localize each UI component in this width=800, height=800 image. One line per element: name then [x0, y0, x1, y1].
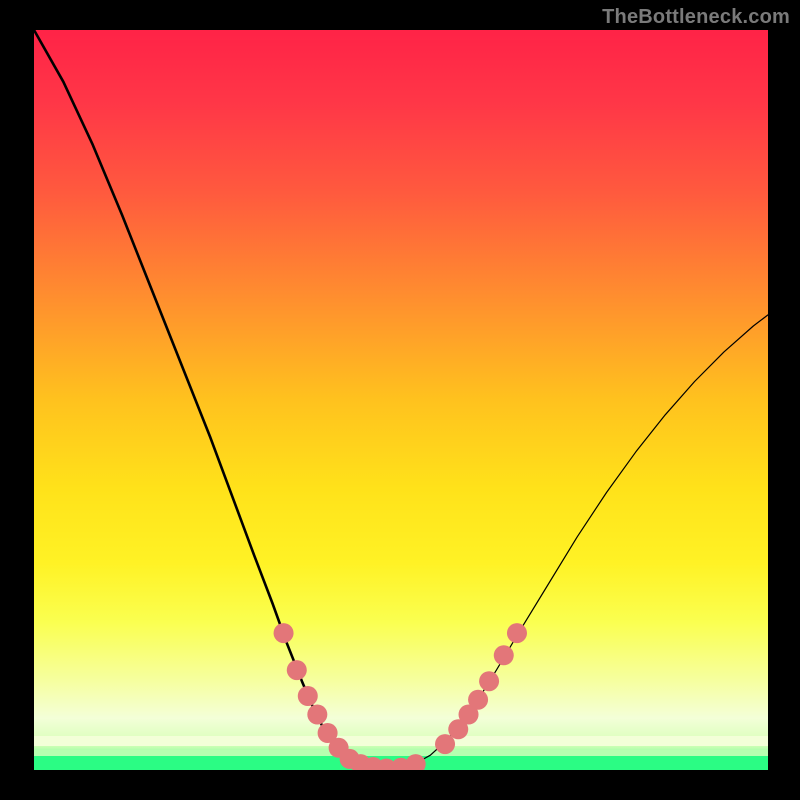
curve-marker	[298, 686, 318, 706]
curve-marker	[507, 623, 527, 643]
curve-marker	[307, 705, 327, 725]
curve-marker	[479, 671, 499, 691]
gradient-plot-area	[34, 30, 768, 770]
chart-svg	[0, 0, 800, 800]
curve-marker	[287, 660, 307, 680]
chart-stage: TheBottleneck.com	[0, 0, 800, 800]
curve-marker	[494, 645, 514, 665]
curve-marker	[274, 623, 294, 643]
watermark-text: TheBottleneck.com	[602, 6, 790, 29]
curve-marker	[468, 690, 488, 710]
